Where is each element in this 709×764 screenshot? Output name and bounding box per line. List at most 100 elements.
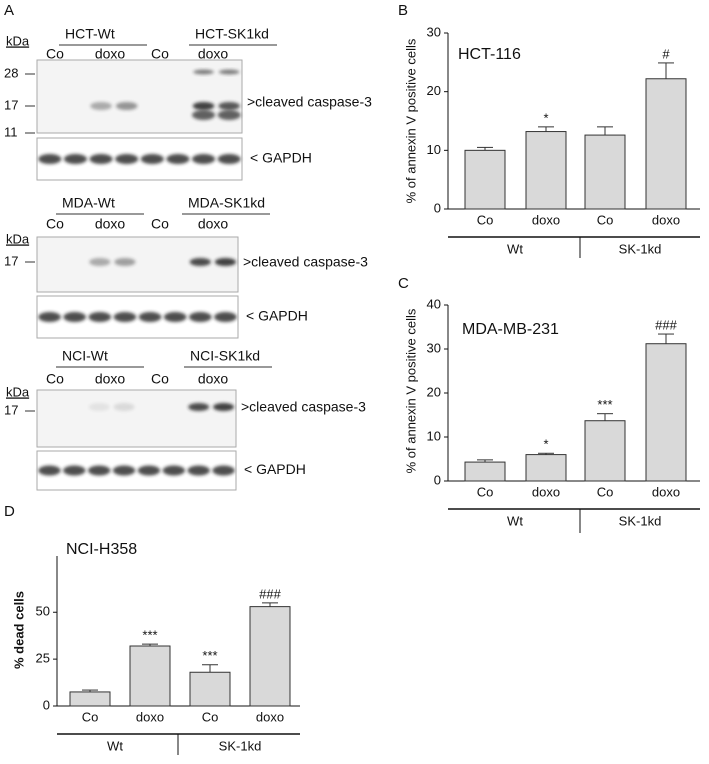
y-tick-label: 20 <box>427 384 441 399</box>
band <box>88 312 112 322</box>
x-tick-label: Co <box>477 484 494 499</box>
y-tick-label: 10 <box>427 142 441 157</box>
bar <box>249 606 291 707</box>
bar <box>645 343 687 482</box>
bar <box>525 454 567 482</box>
y-axis-label: % of annexin V positive cells <box>403 38 418 203</box>
band <box>218 102 240 110</box>
x-tick-label: doxo <box>136 709 164 724</box>
blot-group-label: NCI-Wt <box>62 348 108 364</box>
group-label: Wt <box>507 241 523 256</box>
bar <box>464 461 506 482</box>
y-tick-label: 40 <box>427 296 441 311</box>
y-tick-label: 30 <box>427 340 441 355</box>
marker-label: 17 <box>4 402 18 417</box>
bar <box>129 645 171 707</box>
blot-group-label: HCT-Wt <box>65 26 115 42</box>
y-axis-label: % of annexin V positive cells <box>403 308 418 473</box>
lane-label: Co <box>151 371 169 387</box>
panel-letter: D <box>4 503 15 520</box>
y-tick-label: 10 <box>427 428 441 443</box>
marker-label: 17 <box>4 97 18 112</box>
x-tick-label: doxo <box>256 709 284 724</box>
panel-letter: B <box>398 2 408 19</box>
blot-image <box>36 295 239 339</box>
band <box>162 465 186 476</box>
marker-label: 17 <box>4 253 18 268</box>
control-label: < GAPDH <box>246 308 308 324</box>
lane-label: doxo <box>95 46 126 62</box>
band <box>137 465 161 476</box>
band <box>192 102 215 110</box>
band <box>193 69 214 75</box>
blot-group-label: NCI-SK1kd <box>190 348 260 364</box>
band <box>212 465 235 476</box>
band <box>188 403 210 411</box>
x-tick-label: doxo <box>652 212 680 227</box>
x-tick-label: Co <box>597 212 614 227</box>
annotation: *** <box>202 648 217 663</box>
target-label: >cleaved caspase-3 <box>241 399 366 415</box>
band <box>217 110 241 120</box>
target-label: >cleaved caspase-3 <box>247 94 372 110</box>
group-label: Wt <box>507 513 523 528</box>
group-label: SK-1kd <box>619 513 662 528</box>
bar <box>584 134 626 210</box>
band <box>166 154 190 164</box>
band <box>189 258 211 266</box>
band <box>63 312 86 322</box>
bar <box>584 420 626 482</box>
x-tick-label: Co <box>597 484 614 499</box>
kda-label: kDa <box>6 384 30 399</box>
kda-label: kDa <box>6 33 30 48</box>
blot-image <box>36 137 243 181</box>
lane-label: doxo <box>198 46 229 62</box>
bar <box>189 671 231 707</box>
band <box>214 312 237 322</box>
lane-label: Co <box>151 46 169 62</box>
bar <box>69 691 111 707</box>
band <box>192 110 216 120</box>
lane-label: Co <box>151 216 169 232</box>
marker-label: 28 <box>4 65 18 80</box>
band <box>113 403 135 411</box>
group-label: Wt <box>107 738 123 753</box>
lane-label: doxo <box>95 371 126 387</box>
band <box>89 258 111 266</box>
band <box>192 154 216 164</box>
annotation: * <box>543 110 548 125</box>
band <box>218 69 240 75</box>
y-axis-label: % dead cells <box>11 591 26 669</box>
blot-group-label: MDA-SK1kd <box>188 195 265 211</box>
band <box>38 465 61 476</box>
annotation: *** <box>597 397 612 412</box>
annotation: *** <box>142 628 157 643</box>
x-tick-label: doxo <box>652 484 680 499</box>
y-tick-label: 50 <box>36 604 50 619</box>
band <box>214 258 236 266</box>
blot-image <box>36 389 237 448</box>
blot-image <box>36 450 237 491</box>
band <box>115 154 139 164</box>
marker-label: 11 <box>4 124 18 139</box>
x-tick-label: Co <box>82 709 99 724</box>
chart-title: MDA-MB-231 <box>462 321 559 338</box>
band <box>63 465 86 476</box>
y-tick-label: 20 <box>427 83 441 98</box>
band <box>140 154 164 164</box>
annotation: # <box>662 46 670 61</box>
y-tick-label: 0 <box>434 472 441 487</box>
lane-label: doxo <box>198 371 229 387</box>
band <box>114 258 136 266</box>
band <box>163 312 187 322</box>
band <box>38 154 62 164</box>
lane-label: Co <box>46 46 64 62</box>
bar <box>645 78 687 210</box>
y-tick-label: 30 <box>427 24 441 39</box>
band <box>89 154 113 164</box>
panel-letter: C <box>398 275 409 292</box>
band <box>189 312 212 322</box>
annotation: ### <box>259 586 281 601</box>
x-tick-label: doxo <box>532 484 560 499</box>
